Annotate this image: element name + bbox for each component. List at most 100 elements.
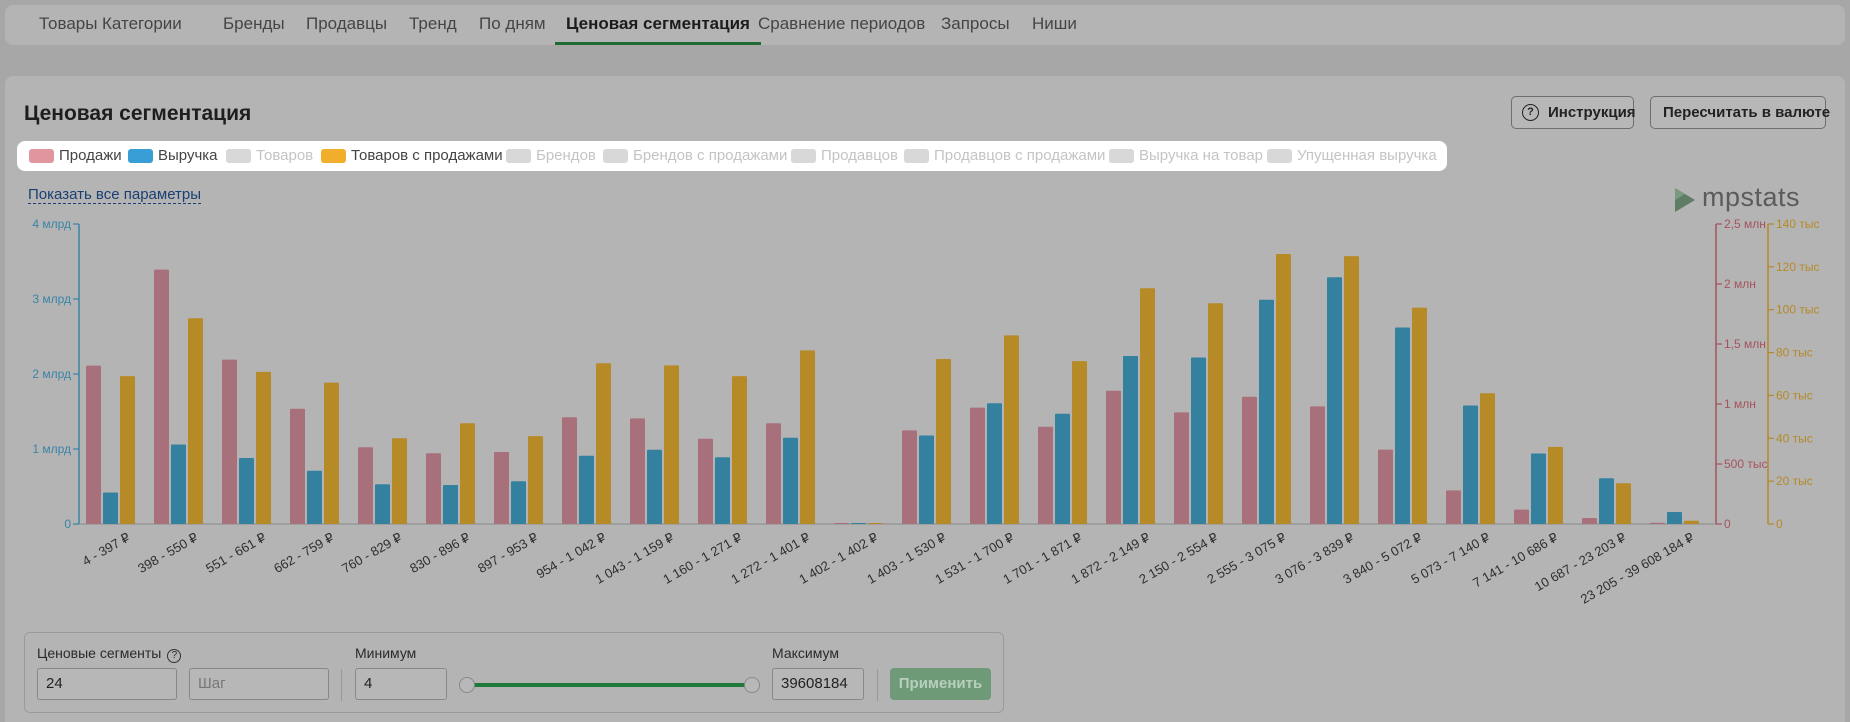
sales-axis-tick-label: 500 тыс (1724, 457, 1767, 471)
bar-sales (1378, 449, 1393, 524)
tab-price-segmentation[interactable]: Ценовая сегментация (555, 5, 761, 45)
instruction-button[interactable]: ? Инструкция (1511, 96, 1636, 129)
bar-sales (766, 423, 781, 524)
items-axis-tick-label: 20 тыс (1776, 474, 1813, 488)
revenue-axis-tick-label: 3 млрд (32, 292, 71, 306)
bar-sales (1514, 509, 1529, 524)
bar-sales (630, 418, 645, 524)
bar-revenue (1599, 478, 1614, 524)
legend-swatch (226, 149, 251, 163)
tab-categories[interactable]: Категории (102, 14, 182, 33)
main-panel (5, 76, 1845, 722)
bar-sales (1310, 406, 1325, 524)
bar-revenue (715, 457, 730, 524)
bar-sales (1650, 522, 1665, 524)
bar-revenue (443, 485, 458, 524)
legend-swatch (321, 149, 346, 163)
currency-recalc-button[interactable]: Пересчитать в валюте (1650, 96, 1830, 129)
tab-niches[interactable]: Ниши (1032, 14, 1077, 33)
bar-items (1412, 307, 1427, 524)
tab-by-days[interactable]: По дням (479, 14, 546, 33)
sales-axis-tick-label: 1,5 млн (1724, 337, 1766, 351)
bar-items (1208, 303, 1223, 524)
bar-items (1072, 361, 1087, 524)
tab-queries[interactable]: Запросы (941, 14, 1010, 33)
x-tick-label: 662 - 759 ₽ (271, 530, 336, 576)
items-axis-tick-label: 60 тыс (1776, 388, 1813, 402)
segments-count-input[interactable]: 24 (37, 668, 177, 700)
question-icon: ? (1522, 104, 1539, 121)
max-input[interactable]: 39608184 (772, 668, 864, 700)
bar-items (460, 423, 475, 524)
tab-brands[interactable]: Бренды (223, 14, 285, 33)
legend-swatch (904, 149, 929, 163)
price-segmentation-chart: 0 1 млрд 2 млрд 3 млрд 4 млрд 0 500 тыс 1 млн 1,… (32, 217, 1819, 607)
divider (341, 669, 342, 701)
bar-items (1548, 446, 1563, 524)
tab-products[interactable]: Товары (39, 14, 98, 33)
bar-items (188, 318, 203, 524)
range-slider-min-handle[interactable] (459, 677, 475, 693)
show-all-params-link[interactable]: Показать все параметры (28, 186, 202, 204)
bar-revenue (647, 449, 662, 524)
bar-items (1276, 254, 1291, 524)
bar-revenue (1055, 413, 1070, 524)
divider (877, 669, 878, 701)
tab-sellers[interactable]: Продавцы (306, 14, 388, 33)
bar-items (664, 365, 679, 524)
bar-items (732, 376, 747, 524)
bar-revenue (1395, 327, 1410, 524)
step-input[interactable]: Шаг (189, 668, 329, 700)
bar-revenue (1327, 277, 1342, 524)
bar-items (868, 523, 883, 524)
bar-items (936, 359, 951, 524)
question-icon[interactable]: ? (167, 649, 182, 663)
bar-revenue (1123, 356, 1138, 524)
bar-items (392, 438, 407, 524)
bar-revenue (307, 470, 322, 524)
bar-sales (494, 452, 509, 524)
bar-sales (222, 359, 237, 524)
bar-revenue (1531, 453, 1546, 524)
bar-sales (1446, 490, 1461, 524)
tab-period-comparison[interactable]: Сравнение периодов (758, 14, 926, 33)
bar-sales (970, 407, 985, 524)
bar-revenue (103, 492, 118, 524)
bar-sales (1174, 412, 1189, 524)
bar-items (1684, 520, 1699, 524)
bar-items (120, 376, 135, 524)
max-label: Максимум (772, 645, 839, 661)
bar-items (528, 436, 543, 524)
bar-sales (426, 453, 441, 524)
bar-sales (562, 417, 577, 524)
bar-revenue (579, 455, 594, 524)
legend-swatch (791, 149, 816, 163)
apply-button[interactable]: Применить (890, 668, 991, 700)
bar-sales (1038, 426, 1053, 524)
bar-revenue (375, 484, 390, 524)
chart-legend: Продажи Выручка Товаров Товаров с продаж… (17, 141, 1447, 171)
bar-revenue (919, 435, 934, 524)
bar-revenue (783, 437, 798, 524)
bar-sales (834, 523, 849, 524)
min-input[interactable]: 4 (355, 668, 447, 700)
legend-swatch (506, 149, 531, 163)
bar-items (596, 363, 611, 524)
range-slider-max-handle[interactable] (744, 677, 760, 693)
items-axis-tick-label: 80 тыс (1776, 346, 1813, 360)
items-axis-tick-label: 40 тыс (1776, 431, 1813, 445)
x-tick-label: 897 - 953 ₽ (475, 530, 540, 576)
tab-trend[interactable]: Тренд (409, 14, 457, 33)
bar-revenue (511, 481, 526, 524)
bar-items (800, 350, 815, 524)
bar-sales (1106, 390, 1121, 524)
x-tick-label: 760 - 829 ₽ (339, 530, 404, 576)
sales-axis-tick-label: 2 млн (1724, 277, 1756, 291)
bar-revenue (1667, 512, 1682, 524)
x-tick-label: 398 - 550 ₽ (135, 530, 200, 576)
legend-swatch (1109, 149, 1134, 163)
range-slider-track[interactable] (467, 683, 752, 687)
x-tick-label: 23 205 - 39 608 184 ₽ (1578, 530, 1697, 607)
items-axis-tick-label: 100 тыс (1776, 303, 1819, 317)
bar-items (1140, 288, 1155, 524)
